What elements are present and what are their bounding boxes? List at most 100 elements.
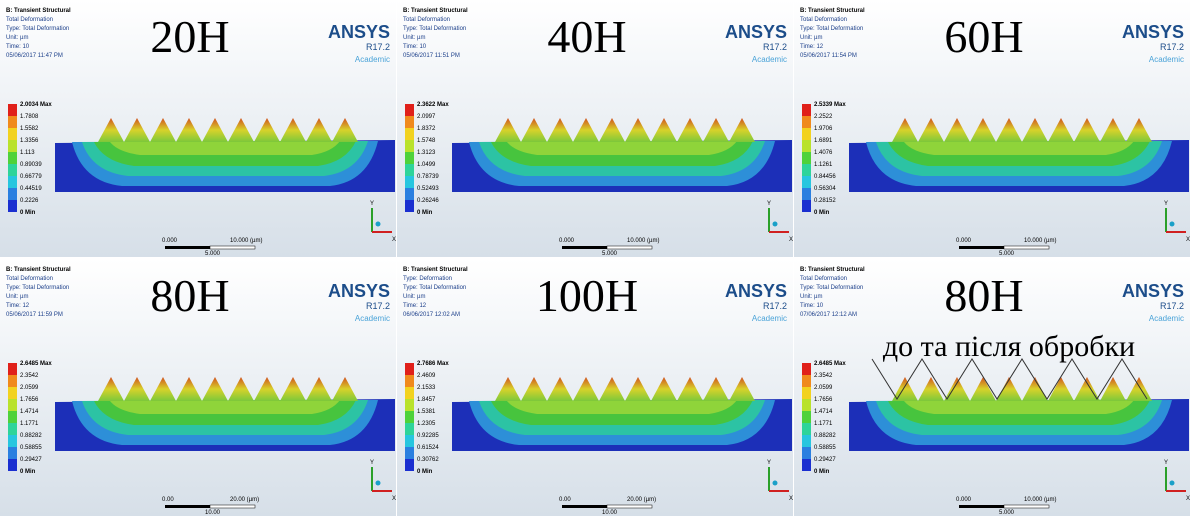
tooth (202, 377, 228, 401)
legend-label: 1.113 (20, 150, 35, 156)
tooth (729, 118, 755, 142)
info-line: 07/06/2017 12:12 AM (800, 312, 857, 318)
legend-band (8, 423, 17, 435)
legend-band (802, 375, 811, 387)
legend-label: 0.44519 (20, 186, 42, 192)
info-line: Unit: µm (6, 294, 28, 300)
legend-label: 1.3123 (417, 150, 436, 156)
logo-edition: Academic (355, 314, 390, 323)
legend-band (405, 459, 414, 471)
info-line: Time: 10 (403, 44, 427, 50)
scale-end: 20.00 (µm) (627, 497, 656, 503)
legend-band (8, 104, 17, 116)
legend-label: 1.4076 (814, 150, 833, 156)
logo-version: R17.2 (1160, 42, 1184, 52)
legend-label: 0.58855 (814, 445, 836, 451)
scale-start: 0.00 (162, 497, 174, 503)
tooth (150, 118, 176, 142)
bowl-core (507, 141, 737, 155)
scale-bar-light (1003, 245, 1050, 250)
scale-start: 0.000 (162, 238, 178, 244)
legend-band (802, 176, 811, 188)
legend-label: 0.29427 (814, 457, 836, 463)
tooth (280, 377, 306, 401)
bowl-core (110, 400, 340, 414)
legend-band (405, 104, 414, 116)
legend-band (405, 423, 414, 435)
legend-band (802, 423, 811, 435)
tooth (625, 118, 651, 142)
info-line: Total Deformation (800, 276, 847, 282)
scale-bar-dark (959, 505, 1004, 508)
logo-edition: Academic (1149, 314, 1184, 323)
result-panel: B: Transient Structural Total Deformation… (794, 259, 1190, 516)
info-line: Time: 10 (800, 303, 824, 309)
legend-label: 0 Min (20, 210, 36, 216)
triad-z (772, 480, 778, 486)
legend-band (8, 176, 17, 188)
info-line: B: Transient Structural (403, 267, 468, 273)
scale-mid: 10.00 (205, 510, 221, 516)
legend-band (802, 459, 811, 471)
info-line: B: Transient Structural (6, 8, 71, 14)
tooth (1048, 118, 1074, 142)
tooth (254, 118, 280, 142)
note: до та після обробки (883, 330, 1135, 363)
scale-bar-dark (562, 246, 607, 249)
tooth (625, 377, 651, 401)
tooth (176, 377, 202, 401)
legend-label: 0.29427 (20, 457, 42, 463)
tooth (547, 118, 573, 142)
logo-version: R17.2 (1160, 301, 1184, 311)
panel-background (0, 259, 396, 516)
triad-label-x: X (789, 496, 793, 502)
legend-band (802, 447, 811, 459)
tooth (677, 118, 703, 142)
legend-label: 0.2226 (20, 198, 39, 204)
tooth (1074, 118, 1100, 142)
legend-band (8, 459, 17, 471)
tooth (892, 118, 918, 142)
tooth (573, 377, 599, 401)
info-line: B: Transient Structural (6, 267, 71, 273)
legend-label: 0.56304 (814, 186, 836, 192)
triad-label-x: X (1186, 237, 1190, 243)
logo-name: ANSYS (725, 281, 787, 301)
legend-band (802, 140, 811, 152)
legend-label: 0.52493 (417, 186, 439, 192)
legend-label: 1.9706 (814, 126, 833, 132)
tooth (599, 377, 625, 401)
tooth (495, 118, 521, 142)
scale-bar-dark (959, 246, 1004, 249)
scale-bar-dark (562, 505, 607, 508)
info-line: Time: 12 (800, 44, 824, 50)
scale-mid: 5.000 (205, 251, 221, 257)
legend-band (405, 375, 414, 387)
legend-label: 0.84456 (814, 174, 836, 180)
legend-label: 2.6485 Max (814, 361, 846, 367)
legend-band (8, 363, 17, 375)
legend-band (802, 152, 811, 164)
info-line: B: Transient Structural (403, 8, 468, 14)
tooth (228, 118, 254, 142)
legend-band (802, 435, 811, 447)
logo-version: R17.2 (763, 301, 787, 311)
tooth (124, 118, 150, 142)
triad-label-x: X (392, 237, 396, 243)
tooth (1126, 377, 1152, 401)
triad-label-y: Y (1164, 460, 1168, 466)
legend-band (8, 152, 17, 164)
scale-bar-dark (165, 246, 210, 249)
tooth (1100, 118, 1126, 142)
legend-label: 0 Min (417, 469, 433, 475)
info-line: Type: Total Deformation (403, 26, 466, 32)
tooth (521, 118, 547, 142)
legend-label: 1.1261 (814, 162, 833, 168)
info-line: Type: Total Deformation (800, 26, 863, 32)
tooth (729, 377, 755, 401)
legend-label: 1.1771 (814, 421, 833, 427)
scale-mid: 5.000 (999, 251, 1015, 257)
legend-band (8, 435, 17, 447)
scale-bar-dark (165, 505, 210, 508)
logo-name: ANSYS (1122, 22, 1184, 42)
